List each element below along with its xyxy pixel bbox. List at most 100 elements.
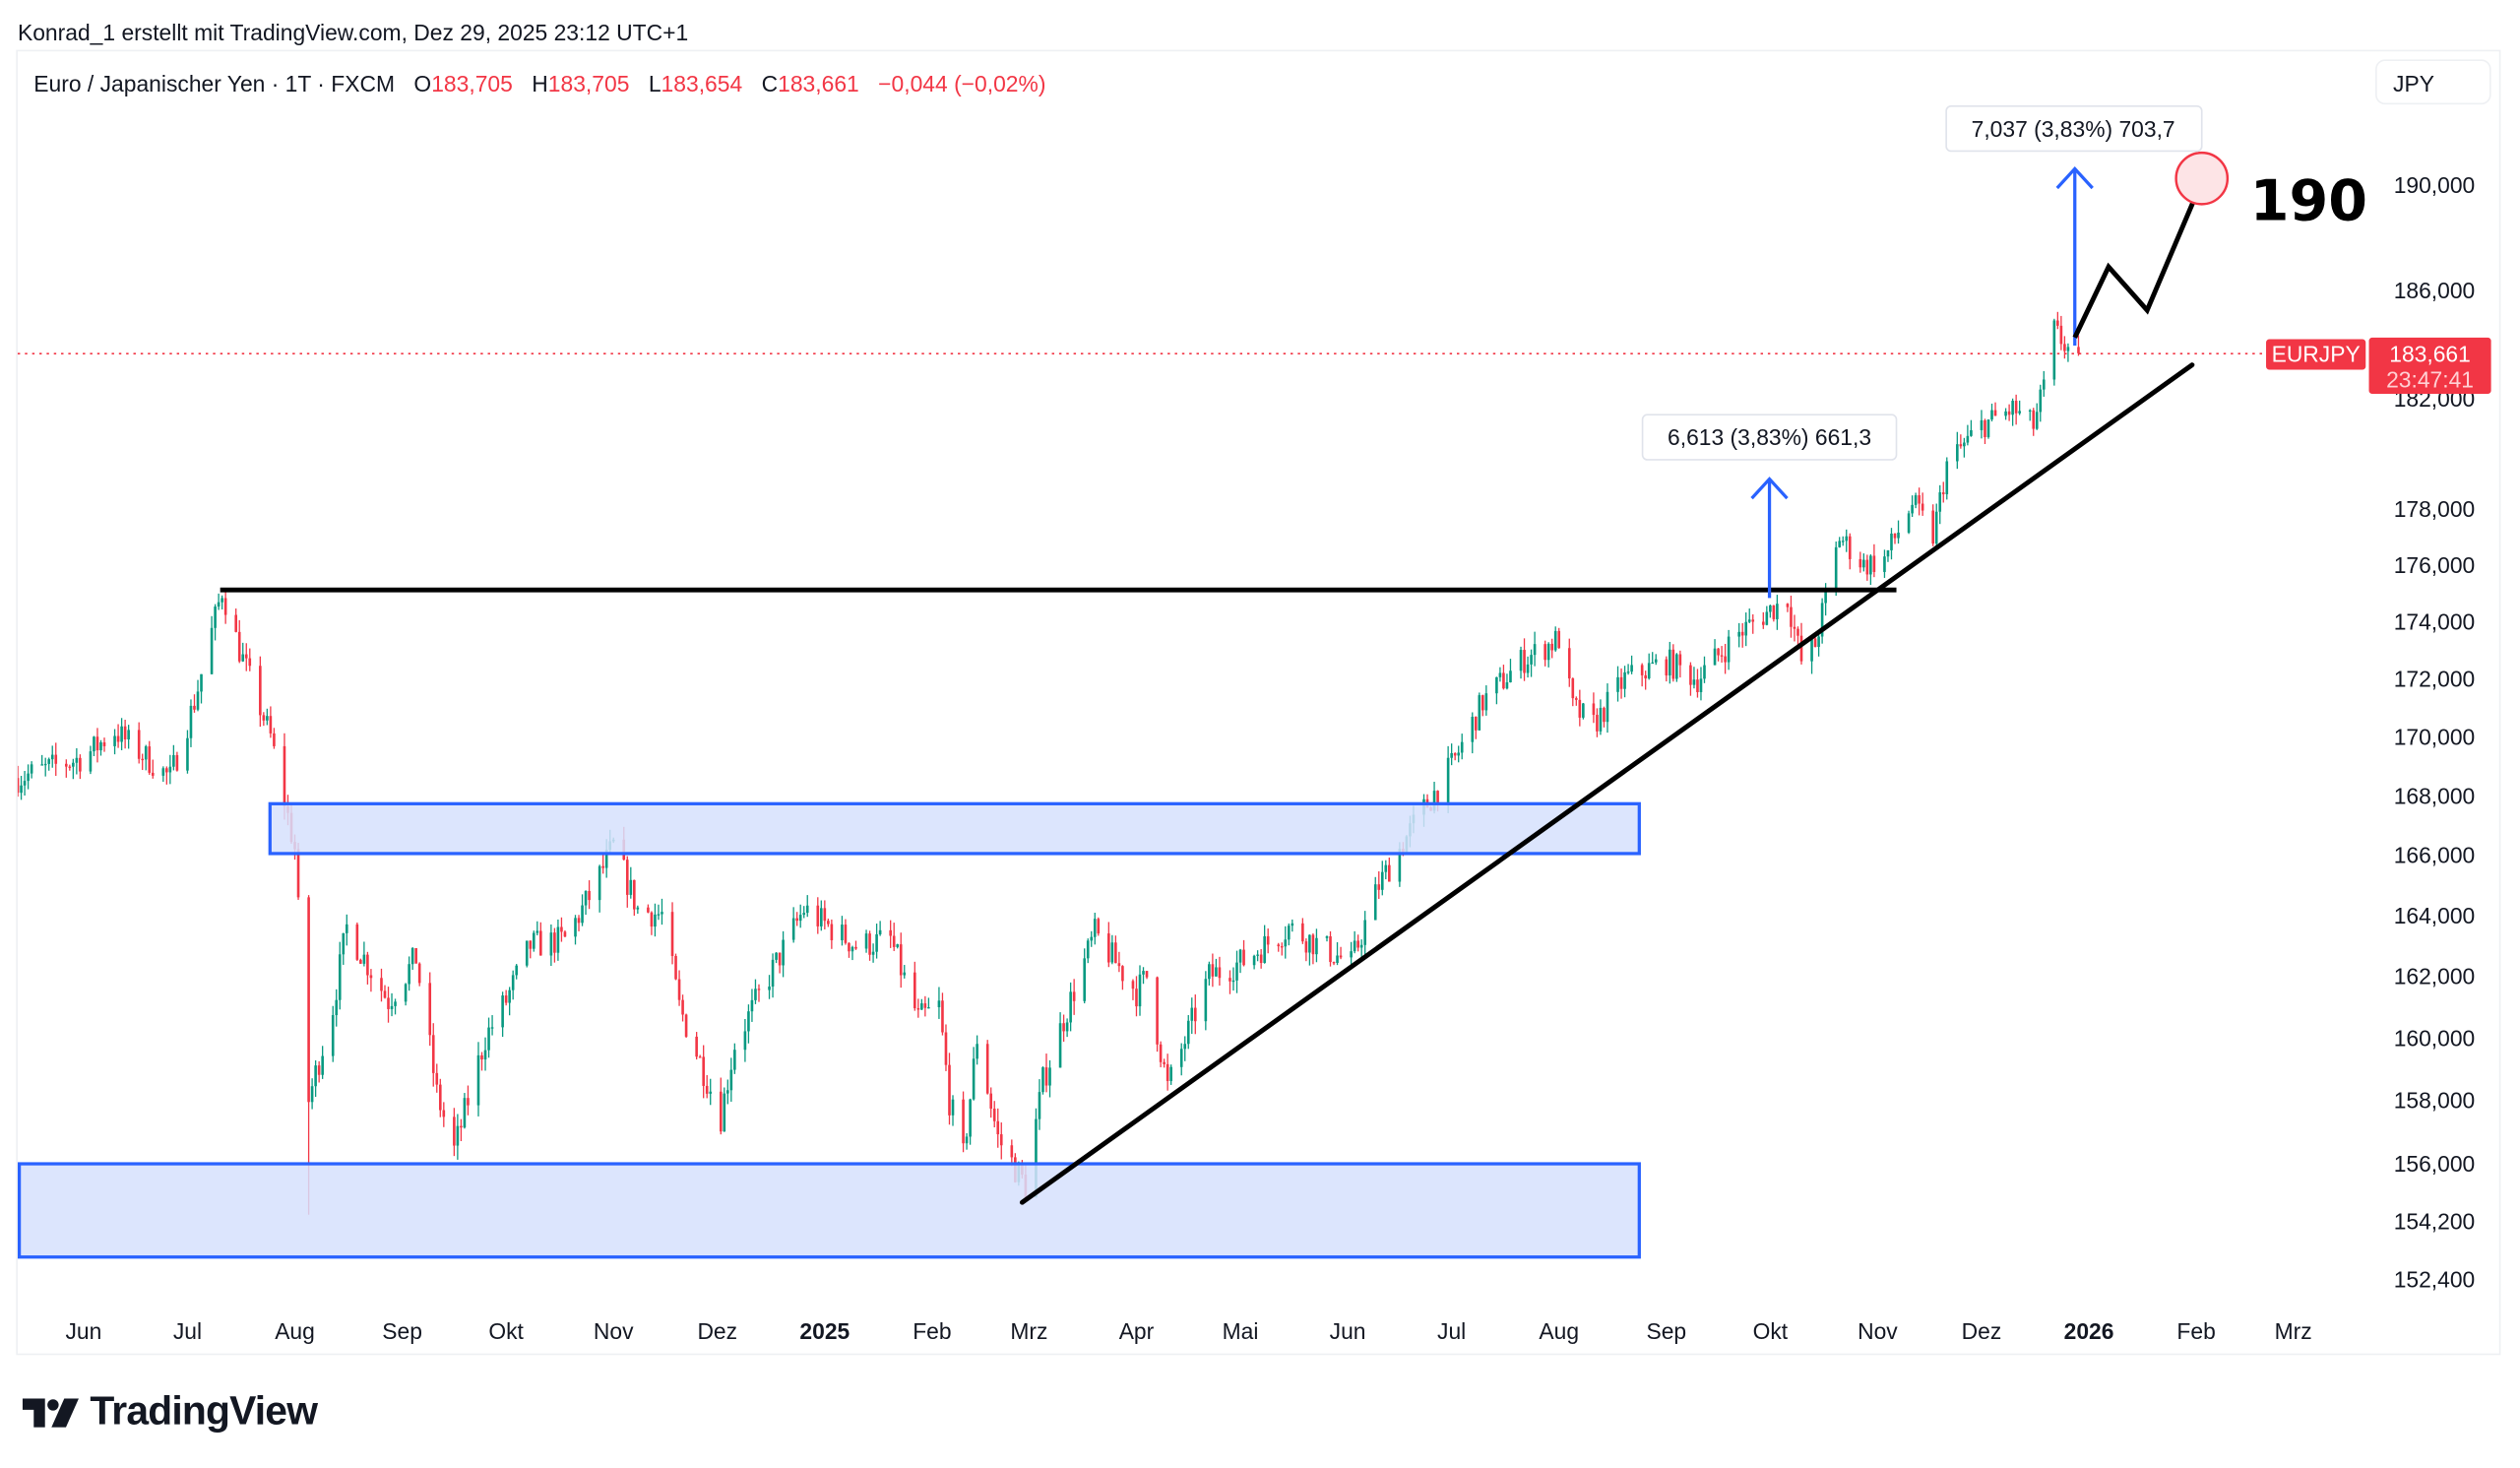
candle (321, 1046, 324, 1079)
candle (1093, 913, 1097, 945)
candle (2039, 384, 2043, 422)
candle (2077, 335, 2080, 356)
candle (1388, 857, 1391, 882)
candle-body (137, 730, 141, 759)
candle (1380, 861, 1384, 896)
candle-body (1986, 419, 1990, 437)
support-zone-lower[interactable] (17, 1162, 1641, 1259)
candle (1090, 930, 1094, 947)
candle-body (951, 1099, 955, 1116)
tradingview-logo[interactable]: TradingView (22, 1389, 318, 1436)
price-tick-label: 152,400 (2394, 1267, 2476, 1293)
ohlc-legend: Euro / Japanischer Yen · 1T · FXCM O183,… (33, 71, 1045, 96)
currency-button[interactable]: JPY (2375, 59, 2491, 105)
candle (647, 904, 650, 914)
candle-body (1311, 934, 1315, 955)
time-tick-label: Jul (1437, 1318, 1466, 1344)
candle (1238, 948, 1242, 974)
candle (1359, 939, 1363, 959)
candle-body (387, 997, 390, 1009)
candle-body (2059, 325, 2063, 345)
candle (1966, 424, 1970, 446)
candle (431, 1023, 435, 1087)
candle-body (654, 914, 657, 927)
candle (1897, 520, 1900, 544)
candle (1339, 946, 1343, 960)
candle-body (1724, 656, 1727, 663)
candle (733, 1043, 736, 1074)
candle (2052, 318, 2056, 386)
candle-body (1640, 665, 1644, 675)
candle-body (539, 930, 542, 956)
candle (89, 745, 93, 775)
candle (366, 951, 369, 985)
candle-body (165, 768, 168, 773)
candle (775, 952, 778, 964)
ascending-trendline[interactable] (1019, 362, 2195, 1205)
resistance-zone-upper[interactable] (268, 801, 1641, 856)
candle-body (878, 929, 882, 934)
candle (417, 962, 421, 987)
candle-body (1956, 444, 1959, 462)
candle-body (823, 908, 827, 922)
candle (504, 989, 508, 1006)
candle-body (1799, 635, 1803, 662)
candle (1869, 554, 1872, 586)
candle (830, 919, 834, 949)
time-tick-label: Mrz (1010, 1318, 1047, 1344)
candle-body (805, 905, 809, 914)
candle (1263, 925, 1266, 964)
candle-body (1315, 937, 1318, 955)
candle-body (196, 691, 200, 710)
candle (362, 941, 366, 967)
target-circle[interactable] (2174, 151, 2230, 206)
candle-body (941, 1000, 944, 1033)
candle-body (116, 735, 120, 742)
candle-body (283, 745, 286, 806)
price-tick-label: 178,000 (2394, 496, 2476, 522)
candle (581, 894, 584, 926)
candle-body (1959, 444, 1963, 447)
candle-body (778, 952, 782, 966)
candle (148, 740, 152, 775)
candle (588, 880, 591, 910)
projected-path[interactable] (2072, 180, 2204, 339)
candle-body (588, 890, 591, 901)
candle (841, 916, 844, 946)
candle-body (1596, 715, 1599, 732)
candle-body (2052, 320, 2056, 380)
candle (1058, 1012, 1062, 1068)
candle-body (1242, 949, 1245, 966)
candle-body (1460, 741, 1464, 753)
symbol-description[interactable]: Euro / Japanischer Yen · 1T · FXCM (33, 70, 396, 96)
time-tick-label: Apr (1119, 1318, 1155, 1344)
candle (923, 995, 927, 1017)
candle-body (390, 1005, 394, 1009)
candle-body (410, 948, 414, 965)
measure-arrow-1[interactable] (1750, 477, 1789, 599)
candle (1208, 961, 1211, 986)
candle (844, 919, 848, 945)
candle-body (175, 754, 179, 771)
time-tick-label: Okt (1753, 1318, 1789, 1344)
candle-body (903, 972, 907, 976)
candle (677, 970, 681, 1006)
candle (342, 932, 346, 965)
candle (193, 694, 196, 713)
candle-body (1308, 934, 1311, 953)
candle-body (40, 764, 43, 766)
candle-body (1865, 559, 1869, 575)
candle-body (310, 1086, 314, 1103)
candle-body (1883, 556, 1886, 572)
candle (556, 919, 560, 961)
candle-body (1329, 936, 1332, 963)
candle (262, 712, 266, 727)
candle (2032, 408, 2036, 436)
candle-body (771, 959, 775, 988)
candle (241, 642, 245, 663)
measure-arrow-2[interactable] (2055, 166, 2094, 347)
candle (629, 866, 633, 899)
candle (850, 945, 854, 961)
time-axis[interactable]: Jun Jul Aug Sep Okt Nov Dez 2025 Feb Mrz Apr Mai Jun… (65, 1318, 2311, 1344)
